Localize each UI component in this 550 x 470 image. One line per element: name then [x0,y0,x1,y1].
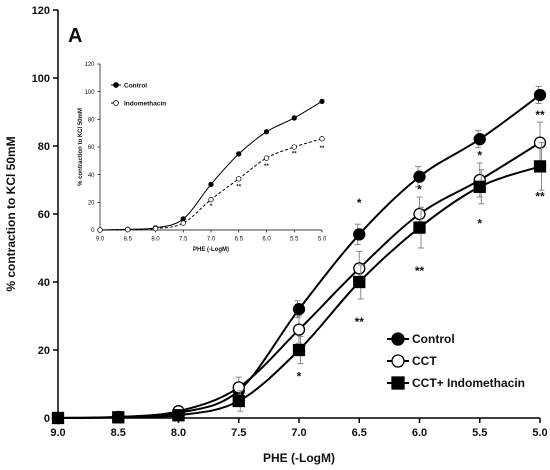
legend-marker [392,333,404,345]
data-point [153,226,158,231]
data-point [414,222,425,233]
data-point [414,209,425,220]
data-point [98,228,103,233]
y-tick-label: 0 [91,228,95,234]
significance-label: * [477,149,482,163]
data-point [414,171,425,182]
data-point [173,410,184,421]
y-tick-label: 40 [38,277,50,289]
x-axis-title: PHE (-LogM) [193,247,229,253]
significance-label: * [417,183,422,197]
data-point [474,181,485,192]
significance-label: ** [320,146,325,152]
significance-label: ** [355,315,365,329]
y-axis-title: % contraction to KCl 50mM [78,108,84,186]
data-point [125,227,130,232]
y-tick-label: 120 [32,5,50,17]
data-point [354,277,365,288]
main-chart: 0 20 40 60 80 100 120 9.0 8.5 8.0 7.5 7.0 6.5 6.0 5.5 5… [4,5,548,465]
data-point [535,90,546,101]
series-line-0 [100,101,322,230]
y-axis-title: % contraction to KCl 50mM [4,136,18,291]
data-point [474,134,485,145]
x-tick-label: 8.0 [171,427,186,439]
data-point [535,161,546,172]
y-tick-label: 20 [38,345,50,357]
significance-label: ** [264,164,269,170]
data-point [236,177,241,182]
data-point [294,324,305,335]
legend-label: CCT+ Indomethacin [412,376,525,390]
data-point [294,304,305,315]
x-tick-label: 9.0 [96,237,105,243]
significance-label: ** [535,189,545,203]
significance-label: ** [535,108,545,122]
y-tick-label: 20 [88,200,95,206]
x-tick-label: 8.5 [111,427,126,439]
x-tick-label: 7.5 [179,237,188,243]
y-tick-label: 80 [38,141,50,153]
data-point [264,129,269,134]
x-tick-label: 5.0 [318,237,327,243]
y-tick-label: 60 [38,209,50,221]
legend-marker [114,83,119,88]
data-point [292,116,297,121]
data-point [320,136,325,141]
x-tick-label: 7.0 [291,427,306,439]
x-tick-label: 5.5 [290,237,299,243]
significance-label: * [210,204,213,210]
legend-label: CCT [412,354,437,368]
data-point [320,99,325,104]
data-point [292,145,297,150]
y-tick-label: 100 [32,73,50,85]
legend-label: Indomethacin [124,100,166,107]
legend-marker [392,377,404,389]
data-point [294,345,305,356]
significance-label: * [477,217,482,231]
y-tick-label: 40 [88,173,95,179]
y-tick-label: 60 [88,145,95,151]
data-point [209,182,214,187]
y-tick-label: 80 [88,117,95,123]
legend-label: Control [124,82,147,89]
x-tick-label: 6.5 [352,427,367,439]
significance-label: * [357,196,362,210]
legend: Control Indomethacin [111,82,166,107]
data-point [264,156,269,161]
significance-label: ** [236,185,241,191]
significance-label: * [297,370,302,384]
legend-marker [114,101,119,106]
x-tick-label: 6.5 [235,237,244,243]
x-tick-label: 5.5 [472,427,487,439]
panel-label: A [68,25,82,47]
significance-label: ** [292,151,297,157]
data-point [113,412,124,423]
y-tick-label: 0 [44,413,50,425]
x-tick-label: 8.5 [124,237,133,243]
data-point [354,229,365,240]
x-tick-label: 8.0 [151,237,160,243]
data-point [209,197,214,202]
y-tick-label: 120 [84,62,95,68]
x-axis-title: PHE (-LogM) [263,451,335,465]
data-point [181,221,186,226]
x-tick-label: 6.0 [262,237,271,243]
x-tick-label: 5.0 [532,427,547,439]
x-tick-label: 7.0 [207,237,216,243]
y-tick-label: 100 [84,90,95,96]
legend: Control CCT CCT+ Indomethacin [387,332,525,390]
x-tick-label: 6.0 [412,427,427,439]
legend-label: Control [412,332,455,346]
data-point [233,396,244,407]
significance-label: ** [415,264,425,278]
inset-chart: 0 20 40 60 80 100 120 9.0 8.5 8.0 7.5 7.0 6.5 6.0 5.5 5… [78,62,327,253]
data-point [236,152,241,157]
x-tick-label: 9.0 [50,427,65,439]
legend-marker [392,355,404,367]
x-tick-label: 7.5 [231,427,246,439]
data-point [53,413,64,424]
